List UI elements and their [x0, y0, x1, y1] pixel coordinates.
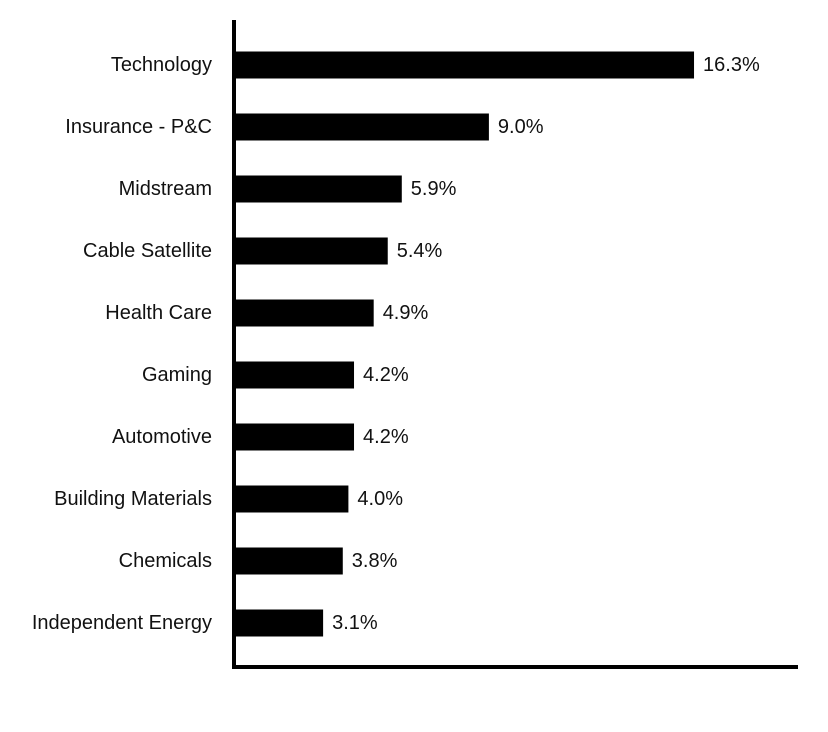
value-label-3: 5.4% [397, 240, 443, 262]
value-label-7: 4.0% [357, 488, 403, 510]
bar-0 [236, 51, 695, 79]
category-label-7: Building Materials [54, 488, 212, 510]
value-label-9: 3.1% [332, 612, 378, 634]
bars-group [236, 51, 695, 637]
category-label-5: Gaming [142, 364, 212, 386]
value-label-1: 9.0% [498, 116, 544, 138]
bar-3 [236, 237, 388, 265]
value-label-4: 4.9% [383, 302, 429, 324]
value-label-0: 16.3% [703, 54, 760, 76]
bar-8 [236, 547, 343, 575]
category-label-0: Technology [111, 54, 212, 76]
category-label-3: Cable Satellite [83, 240, 212, 262]
bar-7 [236, 485, 349, 513]
bar-1 [236, 113, 489, 141]
bar-5 [236, 361, 355, 389]
value-label-6: 4.2% [363, 426, 409, 448]
value-label-8: 3.8% [352, 550, 398, 572]
category-label-6: Automotive [112, 426, 212, 448]
bar-9 [236, 609, 324, 637]
category-label-8: Chemicals [119, 550, 212, 572]
bar-6 [236, 423, 355, 451]
category-label-4: Health Care [105, 302, 212, 324]
value-label-2: 5.9% [411, 178, 457, 200]
bar-4 [236, 299, 374, 327]
category-label-1: Insurance - P&C [65, 116, 212, 138]
category-labels-group: Technology Insurance - P&C Midstream Cable … [32, 54, 212, 634]
value-labels-group: 16.3% 9.0% 5.9% 5.4% 4.9% 4.2% 4.2% 4.0% 3.8% 3.1… [332, 54, 760, 634]
value-label-5: 4.2% [363, 364, 409, 386]
bar-2 [236, 175, 402, 203]
category-label-9: Independent Energy [32, 612, 212, 634]
category-label-2: Midstream [119, 178, 212, 200]
